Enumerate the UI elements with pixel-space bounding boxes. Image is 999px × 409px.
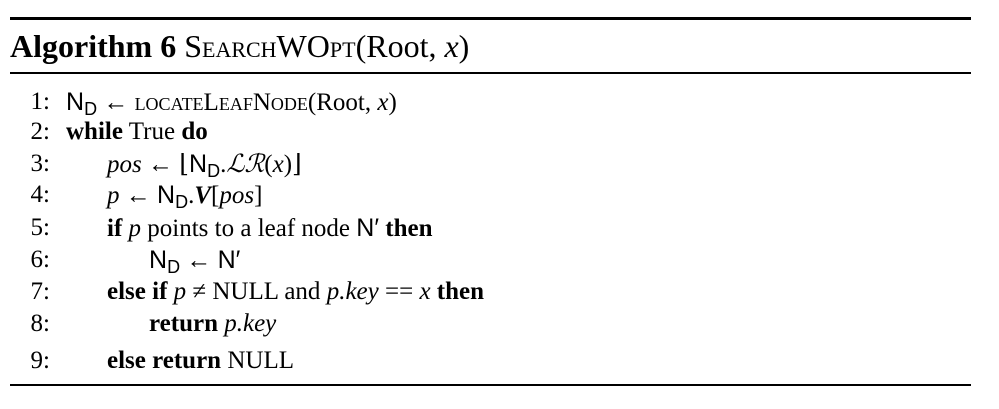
dot: . — [188, 182, 195, 209]
line-number: 2: — [30, 118, 50, 145]
var-p: p — [107, 182, 120, 209]
node-n: N — [149, 246, 168, 274]
keyword-else-if: else if — [107, 278, 168, 305]
node-subscript: D — [84, 99, 98, 119]
var-p: p — [326, 278, 340, 305]
line-number: 9: — [30, 347, 50, 374]
floor-open: ⌊ — [179, 151, 189, 178]
bracket-open: [ — [211, 182, 220, 209]
var-pos: pos — [219, 182, 255, 209]
condition-text: points to a leaf node — [141, 215, 357, 242]
dot: . — [220, 151, 227, 178]
args-close: ) — [388, 89, 397, 116]
node-n: N — [66, 88, 85, 116]
node-subscript: D — [207, 161, 221, 181]
line-number: 1: — [30, 88, 50, 115]
node-n-prime: N′ — [356, 214, 380, 242]
line-number: 8: — [30, 310, 50, 337]
line-code: p ← ND.V[pos] — [107, 179, 262, 218]
procedure-args-open: (Root, — [355, 28, 445, 64]
node-n: N — [157, 181, 176, 209]
function-name: locateLeafNode — [134, 89, 308, 116]
floor-close: ⌋ — [292, 151, 302, 178]
line-number: 3: — [30, 150, 50, 177]
algorithm-caption: Algorithm 6 SearchWOpt(Root, x) — [10, 22, 469, 70]
line-code: if p points to a leaf node N′ then — [107, 212, 433, 245]
var-v: V — [194, 182, 211, 209]
line-number: 6: — [30, 246, 50, 273]
bracket-close: ] — [254, 182, 263, 209]
var-x: x — [377, 89, 389, 116]
var-x: x — [272, 151, 284, 178]
paren-close: ) — [283, 151, 293, 178]
procedure-name: SearchWOpt — [184, 28, 356, 64]
line-code: return p.key — [149, 308, 276, 340]
var-p: p — [173, 278, 187, 305]
line-code: else return NULL — [107, 345, 294, 377]
field-key: .key — [339, 278, 379, 305]
keyword-while: while — [66, 118, 123, 145]
args-open: (Root, — [307, 89, 378, 116]
paren-open: ( — [264, 151, 273, 178]
keyword-if: if — [107, 215, 123, 242]
keyword-else-return: else return — [107, 347, 222, 374]
line-number: 4: — [30, 181, 50, 208]
assign-arrow: ← — [180, 247, 218, 274]
line-number: 5: — [30, 214, 50, 241]
assign-arrow: ← — [97, 89, 135, 116]
bottom-rule — [10, 384, 971, 386]
node-subscript: D — [167, 257, 181, 277]
learned-regression-symbol: ℒℛ — [226, 149, 265, 178]
algorithm-label: Algorithm 6 — [10, 28, 177, 64]
line-code: pos ← ⌊ND.ℒℛ(x)⌋ — [107, 148, 302, 187]
keyword-do: do — [181, 118, 208, 145]
node-n-prime: N′ — [217, 246, 241, 274]
equals-operator: == — [378, 278, 420, 305]
var-p: p — [224, 310, 237, 337]
procedure-args-close: ) — [458, 28, 470, 64]
field-key: .key — [236, 310, 277, 337]
var-pos: pos — [107, 151, 142, 178]
var-p: p — [128, 215, 142, 242]
null-value: NULL — [221, 347, 294, 374]
caption-rule — [10, 72, 971, 74]
assign-arrow: ← — [141, 151, 180, 178]
assign-arrow: ← — [119, 182, 157, 209]
top-rule — [10, 17, 971, 20]
keyword-then: then — [385, 215, 433, 242]
condition: True — [122, 118, 182, 145]
line-code: ND ← N′ — [149, 244, 240, 283]
line-code: else if p ≠ NULL and p.key == x then — [107, 276, 484, 308]
line-code: ND ← locateLeafNode(Root, x) — [66, 86, 397, 125]
keyword-return: return — [149, 310, 218, 337]
neq-null-and: ≠ NULL and — [186, 278, 327, 305]
keyword-then: then — [436, 278, 485, 305]
var-x: x — [419, 278, 431, 305]
line-code: while True do — [66, 116, 208, 148]
node-subscript: D — [175, 192, 189, 212]
line-number: 7: — [30, 278, 50, 305]
procedure-arg-x: x — [444, 28, 459, 64]
node-n: N — [189, 150, 208, 178]
